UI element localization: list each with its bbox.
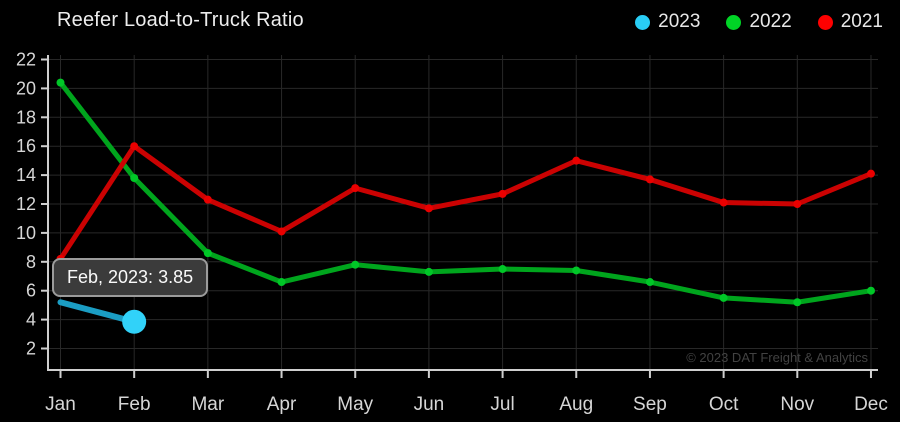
- legend-label-2023: 2023: [658, 11, 701, 32]
- y-axis-label: 14: [16, 165, 36, 185]
- data-point-2021[interactable]: [351, 184, 360, 193]
- highlighted-point[interactable]: [122, 309, 147, 334]
- data-point-2021[interactable]: [203, 195, 212, 204]
- data-point-2022[interactable]: [793, 298, 802, 307]
- data-point-2021[interactable]: [498, 189, 507, 198]
- y-axis-label: 8: [26, 252, 36, 272]
- x-axis-label: Jul: [490, 394, 514, 415]
- data-point-2022[interactable]: [498, 265, 507, 274]
- data-point-2022[interactable]: [572, 266, 581, 275]
- series-line-2021[interactable]: [58, 143, 874, 262]
- y-axis-label: 20: [16, 78, 36, 98]
- watermark: © 2023 DAT Freight & Analytics: [686, 350, 868, 365]
- x-axis-label: Jun: [414, 394, 445, 415]
- legend-item-2021[interactable]: 2021: [817, 11, 883, 33]
- data-point-2022[interactable]: [351, 260, 360, 269]
- x-axis-label: Mar: [191, 394, 224, 415]
- y-axis-label: 2: [26, 339, 36, 359]
- y-axis-label: 12: [16, 194, 36, 214]
- series-line-2023[interactable]: [57, 299, 138, 325]
- x-axis-label: Jan: [45, 394, 76, 415]
- data-point-2021[interactable]: [424, 204, 433, 213]
- y-axis-label: 4: [26, 310, 36, 330]
- tooltip: Feb, 2023: 3.85: [52, 258, 209, 297]
- data-point-2022[interactable]: [424, 267, 433, 276]
- x-axis-label: Oct: [709, 394, 739, 415]
- data-point-2021[interactable]: [572, 156, 581, 165]
- x-axis-label: Aug: [559, 394, 593, 415]
- data-point-2021[interactable]: [866, 169, 875, 178]
- data-point-2022[interactable]: [645, 278, 654, 287]
- x-axis-label: Sep: [633, 394, 667, 415]
- data-point-2021[interactable]: [719, 198, 728, 207]
- data-point-2022[interactable]: [56, 78, 65, 87]
- y-axis-label: 16: [16, 136, 36, 156]
- legend-swatch-2023-icon: [635, 14, 651, 30]
- legend-item-2022[interactable]: 2022: [726, 11, 792, 33]
- series-line-2022[interactable]: [58, 80, 874, 305]
- y-axis-label: 18: [16, 107, 36, 127]
- tooltip-text: Feb, 2023: 3.85: [67, 267, 194, 287]
- data-point-2022[interactable]: [277, 278, 286, 287]
- x-axis-label: May: [337, 394, 373, 415]
- y-axis-label: 6: [26, 281, 36, 301]
- x-axis-label: Apr: [267, 394, 297, 415]
- data-point-2021[interactable]: [277, 227, 286, 236]
- data-point-2021[interactable]: [793, 200, 802, 208]
- x-axis-label: Feb: [118, 394, 151, 415]
- legend-label-2022: 2022: [749, 11, 792, 32]
- data-point-2022[interactable]: [130, 173, 139, 182]
- data-point-2021[interactable]: [130, 142, 139, 151]
- data-point-2022[interactable]: [203, 249, 212, 258]
- y-axis-label: 22: [16, 50, 36, 70]
- chart-title: Reefer Load-to-Truck Ratio: [57, 9, 304, 31]
- legend-label-2021: 2021: [840, 11, 883, 32]
- legend-item-2023[interactable]: 2023: [635, 11, 700, 33]
- legend: 2023 2022 2021: [635, 11, 883, 33]
- x-axis-label: Nov: [780, 394, 814, 415]
- legend-swatch-2022-icon: [726, 14, 742, 30]
- data-point-2021[interactable]: [645, 175, 654, 184]
- data-point-2022[interactable]: [866, 286, 875, 295]
- x-axis-label: Dec: [854, 394, 888, 415]
- data-point-2022[interactable]: [719, 293, 728, 302]
- legend-swatch-2021-icon: [817, 14, 833, 30]
- y-axis-label: 10: [16, 223, 36, 243]
